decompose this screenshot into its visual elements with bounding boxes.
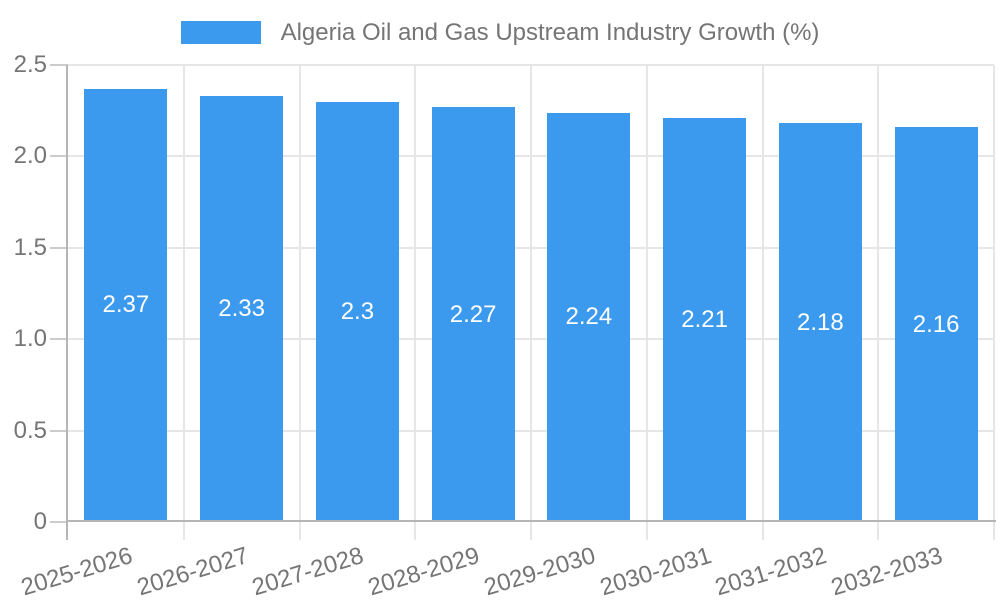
- bar: [200, 96, 284, 522]
- x-gridline: [298, 65, 301, 540]
- x-gridline: [993, 65, 995, 540]
- y-axis-tick: [50, 338, 68, 341]
- bar-value-label: 2.21: [681, 306, 728, 333]
- y-axis-tick: [50, 64, 68, 66]
- y-tick-label: 2.0: [13, 142, 47, 170]
- x-gridline: [761, 65, 764, 540]
- y-axis-tick: [50, 246, 68, 249]
- x-axis-line: [66, 520, 996, 522]
- bar: [315, 101, 399, 522]
- x-gridline: [645, 65, 648, 540]
- bar-value-label: 2.27: [449, 300, 497, 328]
- bar-value-label: 2.16: [912, 310, 960, 338]
- x-gridline: [182, 65, 185, 540]
- x-gridline: [530, 65, 532, 540]
- legend-swatch: [180, 21, 261, 44]
- y-tick-label: 0.5: [13, 416, 47, 444]
- bar-value-label: 2.3: [340, 297, 375, 325]
- bar: [431, 107, 515, 522]
- bar-value-label: 2.37: [102, 291, 150, 319]
- bar-value-label: 2.18: [797, 308, 844, 336]
- y-axis-tick: [50, 429, 68, 432]
- x-gridline: [414, 65, 417, 540]
- legend: Algeria Oil and Gas Upstream Industry Gr…: [0, 20, 1000, 45]
- y-tick-label: 0: [33, 508, 47, 535]
- y-axis-tick: [50, 155, 68, 158]
- bar: [778, 123, 862, 522]
- y-tick-label: 2.5: [13, 51, 47, 78]
- bar-value-label: 2.33: [218, 295, 265, 323]
- y-tick-label: 1.0: [13, 325, 47, 353]
- bar: [663, 118, 747, 522]
- bar: [894, 127, 978, 522]
- y-axis-tick: [50, 521, 68, 523]
- legend-label: Algeria Oil and Gas Upstream Industry Gr…: [280, 19, 820, 46]
- y-tick-label: 1.5: [13, 233, 47, 261]
- bar: [547, 112, 631, 522]
- y-axis-line: [66, 65, 68, 540]
- bar: [84, 88, 168, 522]
- bar-value-label: 2.24: [565, 303, 613, 331]
- x-gridline: [877, 65, 880, 540]
